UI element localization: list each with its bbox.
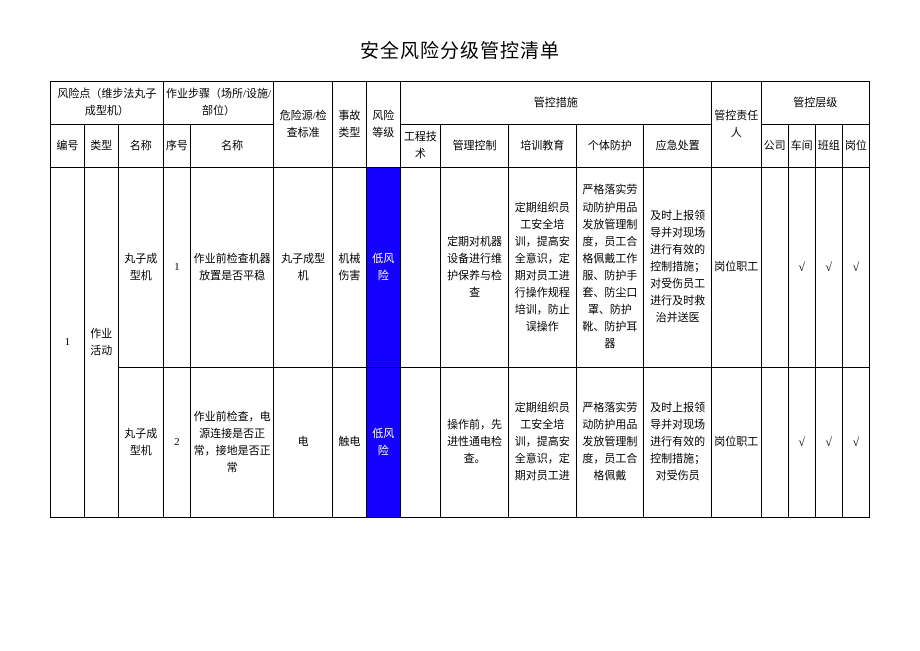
cell-ppe: 严格落实劳动防护用品发放管理制度，员工合格佩戴 [576, 368, 644, 518]
cell-step: 作业前检查机器放置是否平稳 [190, 168, 273, 368]
cell-group-type: 作业活动 [84, 168, 118, 518]
cell-hazard: 电 [274, 368, 333, 518]
cell-hazard: 丸子成型机 [274, 168, 333, 368]
cell-emerg: 及时上报领导并对现场进行有效的控制措施；对受伤员工进行及时救治并送医 [644, 168, 712, 368]
table-row: 丸子成型机 2 作业前检查，电源连接是否正常，接地是否正常 电 触电 低风险 操… [51, 368, 870, 518]
cell-ppe: 严格落实劳动防护用品发放管理制度，员工合格佩戴工作服、防护手套、防尘口罩、防护靴… [576, 168, 644, 368]
hdr-risk-level: 风险等级 [366, 82, 400, 168]
cell-lvB: √ [788, 368, 815, 518]
doc-title: 安全风险分级管控清单 [50, 36, 870, 63]
cell-lvD: √ [842, 168, 869, 368]
cell-accident: 机械伤害 [332, 168, 366, 368]
hdr-name: 名称 [118, 125, 163, 168]
hdr-type: 类型 [84, 125, 118, 168]
hdr-step-name: 名称 [190, 125, 273, 168]
cell-accident: 触电 [332, 368, 366, 518]
hdr-measures: 管控措施 [400, 82, 711, 125]
cell-step: 作业前检查，电源连接是否正常，接地是否正常 [190, 368, 273, 518]
hdr-lvA: 公司 [761, 125, 788, 168]
cell-risk: 低风险 [366, 368, 400, 518]
hdr-num: 编号 [51, 125, 85, 168]
header-row-1: 风险点（维步法丸子成型机） 作业步骤（场所/设施/部位） 危险源/检查标准 事故… [51, 82, 870, 125]
cell-responsible: 岗位职工 [711, 168, 761, 368]
hdr-risk-point: 风险点（维步法丸子成型机） [51, 82, 164, 125]
cell-train: 定期组织员工安全培训，提高安全意识，定期对员工进 [508, 368, 576, 518]
cell-seq: 2 [163, 368, 190, 518]
hdr-accident: 事故类型 [332, 82, 366, 168]
hdr-mgmt: 管理控制 [441, 125, 509, 168]
hdr-control-level: 管控层级 [761, 82, 869, 125]
cell-lvA [761, 168, 788, 368]
cell-mgmt: 定期对机器设备进行维护保养与检查 [441, 168, 509, 368]
cell-risk: 低风险 [366, 168, 400, 368]
hdr-lvC: 班组 [815, 125, 842, 168]
cell-lvC: √ [815, 168, 842, 368]
hdr-lvB: 车间 [788, 125, 815, 168]
hdr-step: 作业步骤（场所/设施/部位） [163, 82, 274, 125]
cell-group-num: 1 [51, 168, 85, 518]
cell-lvC: √ [815, 368, 842, 518]
hdr-hazard: 危险源/检查标准 [274, 82, 333, 168]
cell-mgmt: 操作前，先进性通电检查。 [441, 368, 509, 518]
cell-lvB: √ [788, 168, 815, 368]
cell-seq: 1 [163, 168, 190, 368]
cell-lvA [761, 368, 788, 518]
table-row: 1 作业活动 丸子成型机 1 作业前检查机器放置是否平稳 丸子成型机 机械伤害 … [51, 168, 870, 368]
hdr-emerg: 应急处置 [644, 125, 712, 168]
cell-eng [400, 368, 441, 518]
hdr-lvD: 岗位 [842, 125, 869, 168]
hdr-eng: 工程技术 [400, 125, 441, 168]
cell-emerg: 及时上报领导并对现场进行有效的控制措施；对受伤员 [644, 368, 712, 518]
risk-table: 风险点（维步法丸子成型机） 作业步骤（场所/设施/部位） 危险源/检查标准 事故… [50, 81, 870, 518]
hdr-ppe: 个体防护 [576, 125, 644, 168]
cell-name: 丸子成型机 [118, 368, 163, 518]
cell-train: 定期组织员工安全培训，提高安全意识，定期对员工进行操作规程培训，防止误操作 [508, 168, 576, 368]
hdr-train: 培训教育 [508, 125, 576, 168]
cell-eng [400, 168, 441, 368]
cell-name: 丸子成型机 [118, 168, 163, 368]
cell-lvD: √ [842, 368, 869, 518]
hdr-responsible: 管控责任人 [711, 82, 761, 168]
hdr-seq: 序号 [163, 125, 190, 168]
cell-responsible: 岗位职工 [711, 368, 761, 518]
